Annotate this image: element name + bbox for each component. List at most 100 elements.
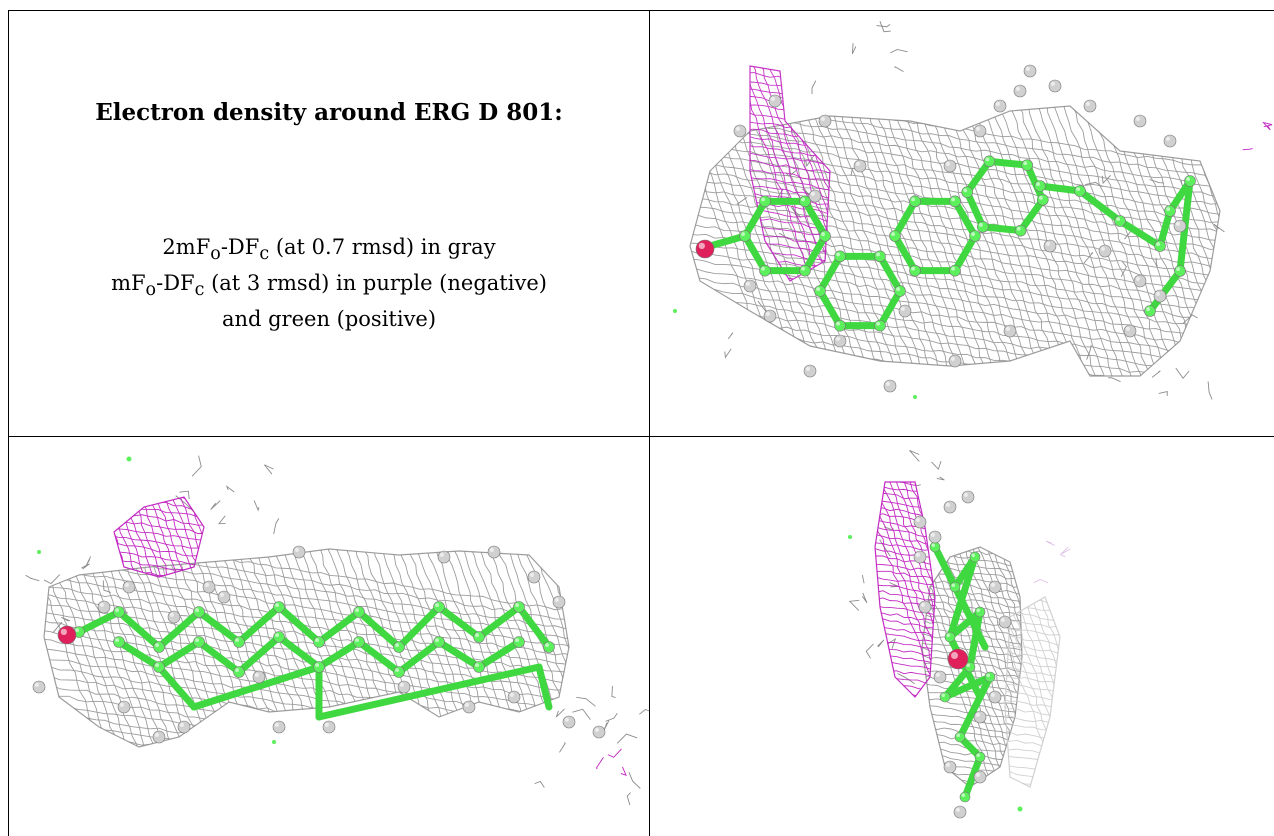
bond — [801, 197, 829, 240]
atom — [113, 636, 125, 648]
bond — [963, 188, 987, 231]
atom — [473, 661, 485, 673]
atom — [313, 661, 325, 673]
atom — [353, 636, 365, 648]
atom — [943, 760, 957, 774]
mesh-fragment — [848, 526, 915, 685]
atom — [167, 610, 181, 624]
atom — [944, 631, 956, 643]
atom — [437, 550, 451, 564]
bond — [195, 638, 243, 676]
atom — [462, 700, 476, 714]
bond — [155, 638, 203, 671]
atom — [1174, 265, 1186, 277]
atom — [152, 730, 166, 744]
atom — [973, 710, 987, 724]
bond — [816, 287, 844, 330]
bond — [801, 232, 829, 275]
bond — [876, 287, 904, 330]
atom — [562, 715, 576, 729]
bond — [1036, 182, 1084, 195]
atom — [1034, 180, 1046, 192]
bond — [155, 608, 203, 651]
atom — [929, 541, 941, 553]
atom — [507, 690, 521, 704]
atom — [273, 631, 285, 643]
bond — [355, 608, 403, 651]
atom — [513, 601, 525, 613]
atom — [974, 751, 986, 763]
atom — [433, 636, 445, 648]
atom — [768, 94, 782, 108]
atom — [733, 124, 747, 138]
bond — [515, 603, 553, 651]
atom — [889, 230, 901, 242]
atom — [1048, 79, 1062, 93]
bond — [315, 608, 363, 646]
atom — [949, 581, 961, 593]
mesh-fragment — [1033, 540, 1071, 584]
bond — [979, 223, 1025, 235]
atom — [949, 195, 961, 208]
bond — [985, 157, 1031, 169]
legend-text: 2mFo-DFc (at 0.7 rmsd) in gray mFo-DFc (… — [9, 233, 649, 334]
atom — [969, 230, 981, 242]
legend-1-df: -DF — [220, 235, 260, 259]
atom — [233, 666, 245, 678]
bond — [951, 232, 979, 275]
atom — [918, 600, 932, 614]
atom — [898, 304, 912, 318]
atom — [834, 319, 846, 332]
atom — [592, 725, 606, 739]
density-view-front — [650, 10, 1274, 436]
bond — [931, 543, 959, 591]
atom — [393, 666, 405, 678]
bond — [741, 197, 769, 240]
atom — [819, 230, 831, 242]
bond — [435, 638, 483, 671]
atom — [97, 600, 111, 614]
bond — [966, 608, 984, 671]
atom — [874, 319, 886, 332]
atom — [909, 264, 921, 277]
atom — [1154, 240, 1166, 252]
bond — [1116, 217, 1164, 250]
bond — [1076, 187, 1124, 225]
legend-2-df: -DF — [156, 271, 195, 296]
bond — [315, 663, 543, 721]
atom — [961, 186, 973, 199]
mesh-fragment — [534, 685, 649, 806]
legend-1-sub-c: c — [259, 244, 270, 265]
caption-cell: Electron density around ERG D 801: 2mFo-… — [8, 10, 650, 436]
atom — [433, 601, 445, 613]
atom — [252, 670, 266, 684]
atom — [487, 545, 501, 559]
atom — [695, 239, 715, 259]
atom — [1153, 289, 1167, 303]
atom — [513, 636, 525, 648]
bond — [891, 197, 919, 240]
mesh-fragment — [175, 455, 280, 535]
bond — [816, 252, 844, 295]
atom — [969, 551, 981, 563]
legend-line-2: mFo-DFc (at 3 rmsd) in purple (negative) — [9, 269, 649, 305]
atom — [988, 690, 1002, 704]
bond — [475, 638, 523, 671]
legend-2-rest: (at 3 rmsd) in purple (negative) — [204, 271, 547, 296]
atom — [953, 805, 967, 819]
atom — [217, 590, 231, 604]
atom — [313, 636, 325, 648]
mesh-fragment — [1242, 121, 1273, 151]
atom — [928, 530, 942, 544]
bond — [1023, 161, 1047, 204]
atom — [933, 670, 947, 684]
atom — [1098, 244, 1112, 258]
figure-title: Electron density around ERG D 801: — [95, 99, 563, 126]
bond — [951, 583, 989, 651]
bond — [535, 663, 553, 711]
atom — [853, 159, 867, 173]
atom — [273, 601, 285, 613]
atom — [153, 661, 165, 673]
atom — [202, 580, 216, 594]
